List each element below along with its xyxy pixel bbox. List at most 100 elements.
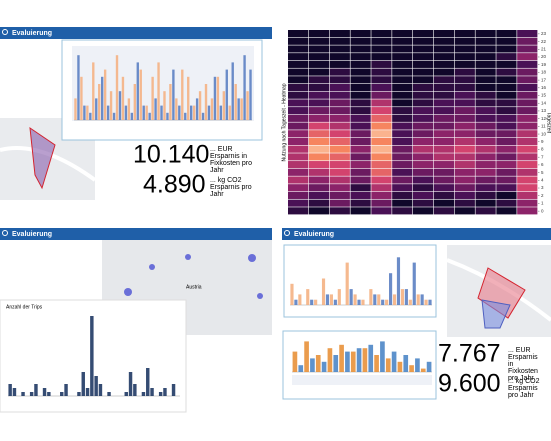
heatmap-cell <box>475 30 496 38</box>
heatmap-cell <box>288 37 309 45</box>
bar <box>216 76 220 120</box>
y-tick-label: 23 <box>541 31 547 36</box>
heatmap-cell <box>496 91 517 99</box>
heatmap-cell <box>454 168 475 176</box>
heatmap-cell <box>413 176 434 184</box>
bar <box>150 388 154 396</box>
bar <box>412 262 416 305</box>
heatmap-cell <box>413 45 434 53</box>
heatmap-cell <box>475 145 496 153</box>
y-tick-label: 15 <box>541 93 547 98</box>
texts: Evaluierung 10.140 4.890 Evaluierung Aus… <box>6 30 501 398</box>
bar <box>213 76 217 120</box>
heatmap-cell <box>433 37 455 45</box>
header-bar <box>282 228 551 240</box>
heatmap-cell <box>288 53 309 61</box>
heatmap-cell <box>433 145 455 153</box>
bar <box>118 91 122 120</box>
heatmap-cell <box>475 83 496 92</box>
map-point <box>149 264 155 270</box>
heatmap-cell <box>454 45 475 53</box>
y-tick-label: 22 <box>541 39 547 44</box>
heatmap-cell <box>496 184 517 192</box>
bar <box>47 392 51 396</box>
bar <box>112 112 116 120</box>
heatmap-cell <box>288 45 309 53</box>
bar <box>362 348 368 372</box>
heatmap-cell <box>496 122 517 130</box>
bar <box>178 105 181 120</box>
heatmap-cell <box>475 199 496 207</box>
y-tick-label: 0 <box>541 208 544 213</box>
heatmap-cell <box>454 137 475 146</box>
heatmap-cell <box>308 191 330 199</box>
stat-value: 9.600 <box>438 370 501 398</box>
heatmap-cell <box>517 30 538 38</box>
heatmap-cell <box>350 60 371 68</box>
map-point <box>248 254 256 262</box>
bar <box>374 355 379 372</box>
bar <box>204 84 208 120</box>
heatmap-cell <box>371 83 392 92</box>
heatmap-cell <box>517 37 538 45</box>
heatmap-cell <box>371 30 392 38</box>
heatmap-cell <box>392 145 413 153</box>
bar <box>171 384 176 396</box>
heatmap-cell <box>329 207 350 215</box>
heatmap-cell <box>517 161 538 169</box>
y-tick-label: 3 <box>541 185 544 190</box>
bar <box>192 105 196 120</box>
heatmap-cell <box>308 184 330 192</box>
heatmap-cell <box>413 191 434 199</box>
bar <box>115 55 119 121</box>
heatmap-cell <box>308 137 330 146</box>
bar <box>133 384 137 396</box>
bar <box>222 91 226 120</box>
heatmap-cell <box>392 114 413 122</box>
heatmap-cell <box>517 130 538 138</box>
heatmap-cell <box>517 107 538 115</box>
bar <box>377 294 381 305</box>
range-slider <box>292 375 432 385</box>
y-tick-label: 19 <box>541 62 547 67</box>
bar <box>145 105 148 120</box>
heatmap-cell <box>413 184 434 192</box>
heatmap-cell <box>350 184 371 192</box>
heatmap-cell <box>475 76 496 84</box>
bar <box>339 344 344 372</box>
stat-value: 4.890 <box>143 171 206 199</box>
bar <box>416 294 420 305</box>
heatmap-cell <box>517 45 538 53</box>
heatmap-cell <box>475 53 496 61</box>
bar <box>189 105 193 120</box>
bar <box>151 76 154 120</box>
heatmap-cell <box>308 68 330 76</box>
bar <box>94 376 98 396</box>
heatmap-cell <box>413 107 434 115</box>
heatmap-cell <box>433 76 455 84</box>
bar <box>392 294 397 305</box>
y-tick-label: 7 <box>541 154 544 159</box>
heatmap-cell <box>517 91 538 99</box>
bar <box>368 344 374 372</box>
heatmap-cell <box>496 37 517 45</box>
bar <box>210 98 214 120</box>
heatmap-cell <box>517 145 538 153</box>
heatmap-cell <box>371 199 392 207</box>
heatmap-cell <box>475 68 496 76</box>
bar <box>77 392 81 396</box>
heatmap-cell <box>413 53 434 61</box>
heatmap-cell <box>288 145 309 153</box>
heatmap-cell <box>496 199 517 207</box>
heatmap-cell <box>308 153 330 161</box>
heatmap-cell <box>433 68 455 76</box>
bar <box>298 294 302 305</box>
heatmap-cell <box>413 91 434 99</box>
heatmap-cell <box>308 83 330 92</box>
bar <box>81 372 85 396</box>
heatmap-cell <box>288 99 309 107</box>
heatmap-cell <box>329 30 350 38</box>
stat-label: ... kg CO2 Ersparnis pro Jahr <box>210 177 252 198</box>
heatmap-cell <box>433 153 455 161</box>
